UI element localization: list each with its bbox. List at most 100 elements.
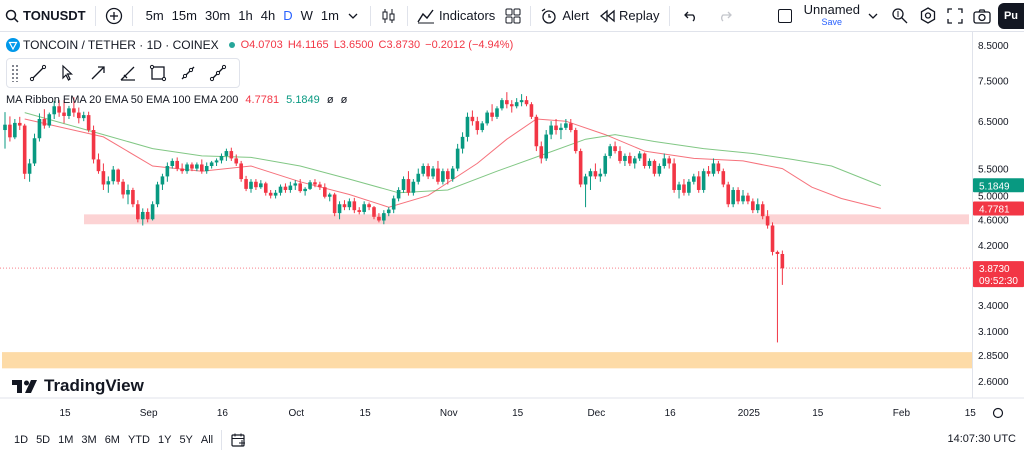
- range-6[interactable]: 1Y: [157, 433, 172, 446]
- tv-logo-icon: [12, 380, 37, 393]
- range-2[interactable]: 1M: [58, 433, 74, 446]
- interval-0[interactable]: 5m: [145, 8, 164, 23]
- y-tick-0: 8.5000: [978, 41, 1009, 52]
- undo-button[interactable]: [674, 0, 708, 32]
- range-1[interactable]: 5D: [36, 433, 51, 446]
- candle-24: [121, 179, 125, 199]
- candle-body-76: [377, 216, 381, 221]
- trend-line-tool[interactable]: [23, 59, 53, 87]
- ema50-line: [24, 112, 881, 194]
- publish-button[interactable]: Pu: [998, 3, 1024, 29]
- clock[interactable]: 14:07:30 UTC: [947, 433, 1016, 445]
- indicator-legend[interactable]: MA Ribbon EMA 20 EMA 50 EMA 100 EMA 200 …: [6, 94, 347, 106]
- symbol-title[interactable]: TONCOIN / TETHER · 1D · COINEX: [23, 38, 219, 52]
- candle-131: [647, 158, 652, 169]
- candle-body-136: [672, 163, 676, 190]
- path-tool[interactable]: [203, 59, 233, 87]
- indicators-button[interactable]: Indicators: [412, 0, 500, 32]
- range-list: 1D 5D 1M 3M 6M YTD 1Y 5Y All: [10, 434, 217, 446]
- replay-label: Replay: [619, 8, 660, 23]
- interval-4[interactable]: 4h: [260, 8, 276, 23]
- quick-search-button[interactable]: [886, 0, 914, 32]
- candle-4: [22, 123, 27, 180]
- candle-body-29: [145, 211, 150, 220]
- drag-handle[interactable]: [11, 64, 19, 82]
- candle-body-127: [628, 155, 632, 164]
- brush-tool[interactable]: [113, 59, 143, 87]
- symbol-search[interactable]: TONUSDT: [0, 0, 91, 32]
- snapshot-button[interactable]: [968, 0, 996, 32]
- candle-body-16: [81, 115, 86, 119]
- candle-10: [52, 100, 56, 119]
- candle-19: [96, 153, 101, 174]
- range-0[interactable]: 1D: [14, 433, 29, 446]
- y-tick-9: 2.8500: [978, 351, 1009, 362]
- candle-body-60: [298, 183, 302, 192]
- range-8[interactable]: All: [200, 433, 214, 446]
- rectangle-tool[interactable]: [143, 59, 173, 87]
- fullscreen-button[interactable]: [942, 0, 968, 32]
- candle-body-4: [22, 125, 27, 174]
- candle-body-147: [726, 184, 731, 205]
- candle-body-107: [529, 104, 534, 117]
- arrow-tool[interactable]: [83, 59, 113, 87]
- range-5[interactable]: YTD: [127, 433, 150, 446]
- price-axis[interactable]: [972, 32, 1024, 398]
- layout-chevron-icon[interactable]: [868, 12, 878, 20]
- chart-type-button[interactable]: [375, 0, 403, 32]
- candle-body-120: [593, 171, 598, 177]
- layout-name[interactable]: Unnamed Save: [804, 3, 860, 28]
- alarm-clock-icon: [541, 7, 556, 24]
- candle-42: [209, 160, 214, 169]
- y-tick-7: 3.4000: [978, 301, 1009, 312]
- chevron-down-icon[interactable]: [348, 12, 358, 20]
- cursor-tool[interactable]: [53, 59, 83, 87]
- replay-button[interactable]: Replay: [594, 0, 664, 32]
- multi-layout-checkbox[interactable]: [777, 8, 792, 23]
- range-4[interactable]: 6M: [104, 433, 120, 446]
- x-tick-5: Nov: [440, 408, 458, 419]
- calendar-icon[interactable]: [230, 432, 246, 448]
- alert-button[interactable]: Alert: [535, 0, 594, 32]
- interval-2[interactable]: 30m: [204, 8, 231, 23]
- candle-body-135: [667, 158, 671, 164]
- interval-6[interactable]: W: [300, 8, 313, 23]
- candle-body-137: [677, 184, 681, 190]
- ray-tool[interactable]: [173, 59, 203, 87]
- interval-7[interactable]: 1m: [320, 8, 339, 23]
- candle-29: [145, 208, 150, 223]
- candle-65: [323, 183, 327, 199]
- save-label[interactable]: Save: [821, 16, 843, 27]
- compare-button[interactable]: [100, 0, 128, 32]
- logo-text: TradingView: [44, 376, 144, 395]
- candle-141: [696, 171, 701, 193]
- candle-107: [529, 102, 534, 119]
- candle-71: [352, 197, 357, 214]
- range-3[interactable]: 3M: [81, 433, 97, 446]
- redo-button[interactable]: [708, 0, 742, 32]
- interval-list: 5m 15m 30m 1h 4h D W 1m: [137, 0, 348, 32]
- candle-151: [746, 192, 750, 205]
- candle-body-57: [283, 186, 288, 190]
- y-tick-5: 4.6000: [978, 215, 1009, 226]
- settings-button[interactable]: [914, 0, 942, 32]
- interval-1[interactable]: 15m: [171, 8, 197, 23]
- candle-body-31: [155, 184, 160, 205]
- templates-button[interactable]: [500, 0, 526, 32]
- candle-body-12: [62, 112, 66, 116]
- candle-102: [505, 92, 509, 109]
- range-7[interactable]: 5Y: [179, 433, 193, 446]
- candle-body-35: [175, 160, 179, 169]
- candle-body-86: [426, 165, 430, 177]
- top-toolbar: TONUSDT 5m 15m 30m 1h 4h D W 1m Indicators Aler…: [0, 0, 1024, 32]
- candle-body-15: [77, 112, 81, 119]
- candle-92: [455, 143, 460, 172]
- tradingview-logo[interactable]: TradingView: [12, 376, 144, 396]
- candle-110: [544, 130, 548, 161]
- interval-5[interactable]: D: [283, 8, 293, 23]
- candle-139: [687, 179, 691, 196]
- chart-legend: TONCOIN / TETHER · 1D · COINEX O4.0703 H…: [6, 38, 515, 52]
- price-chart[interactable]: 8.5000 7.5000 6.5000 5.5000 5.0000 4.6000 4.20…: [0, 32, 1024, 430]
- candle-body-43: [214, 160, 219, 163]
- interval-3[interactable]: 1h: [238, 8, 253, 23]
